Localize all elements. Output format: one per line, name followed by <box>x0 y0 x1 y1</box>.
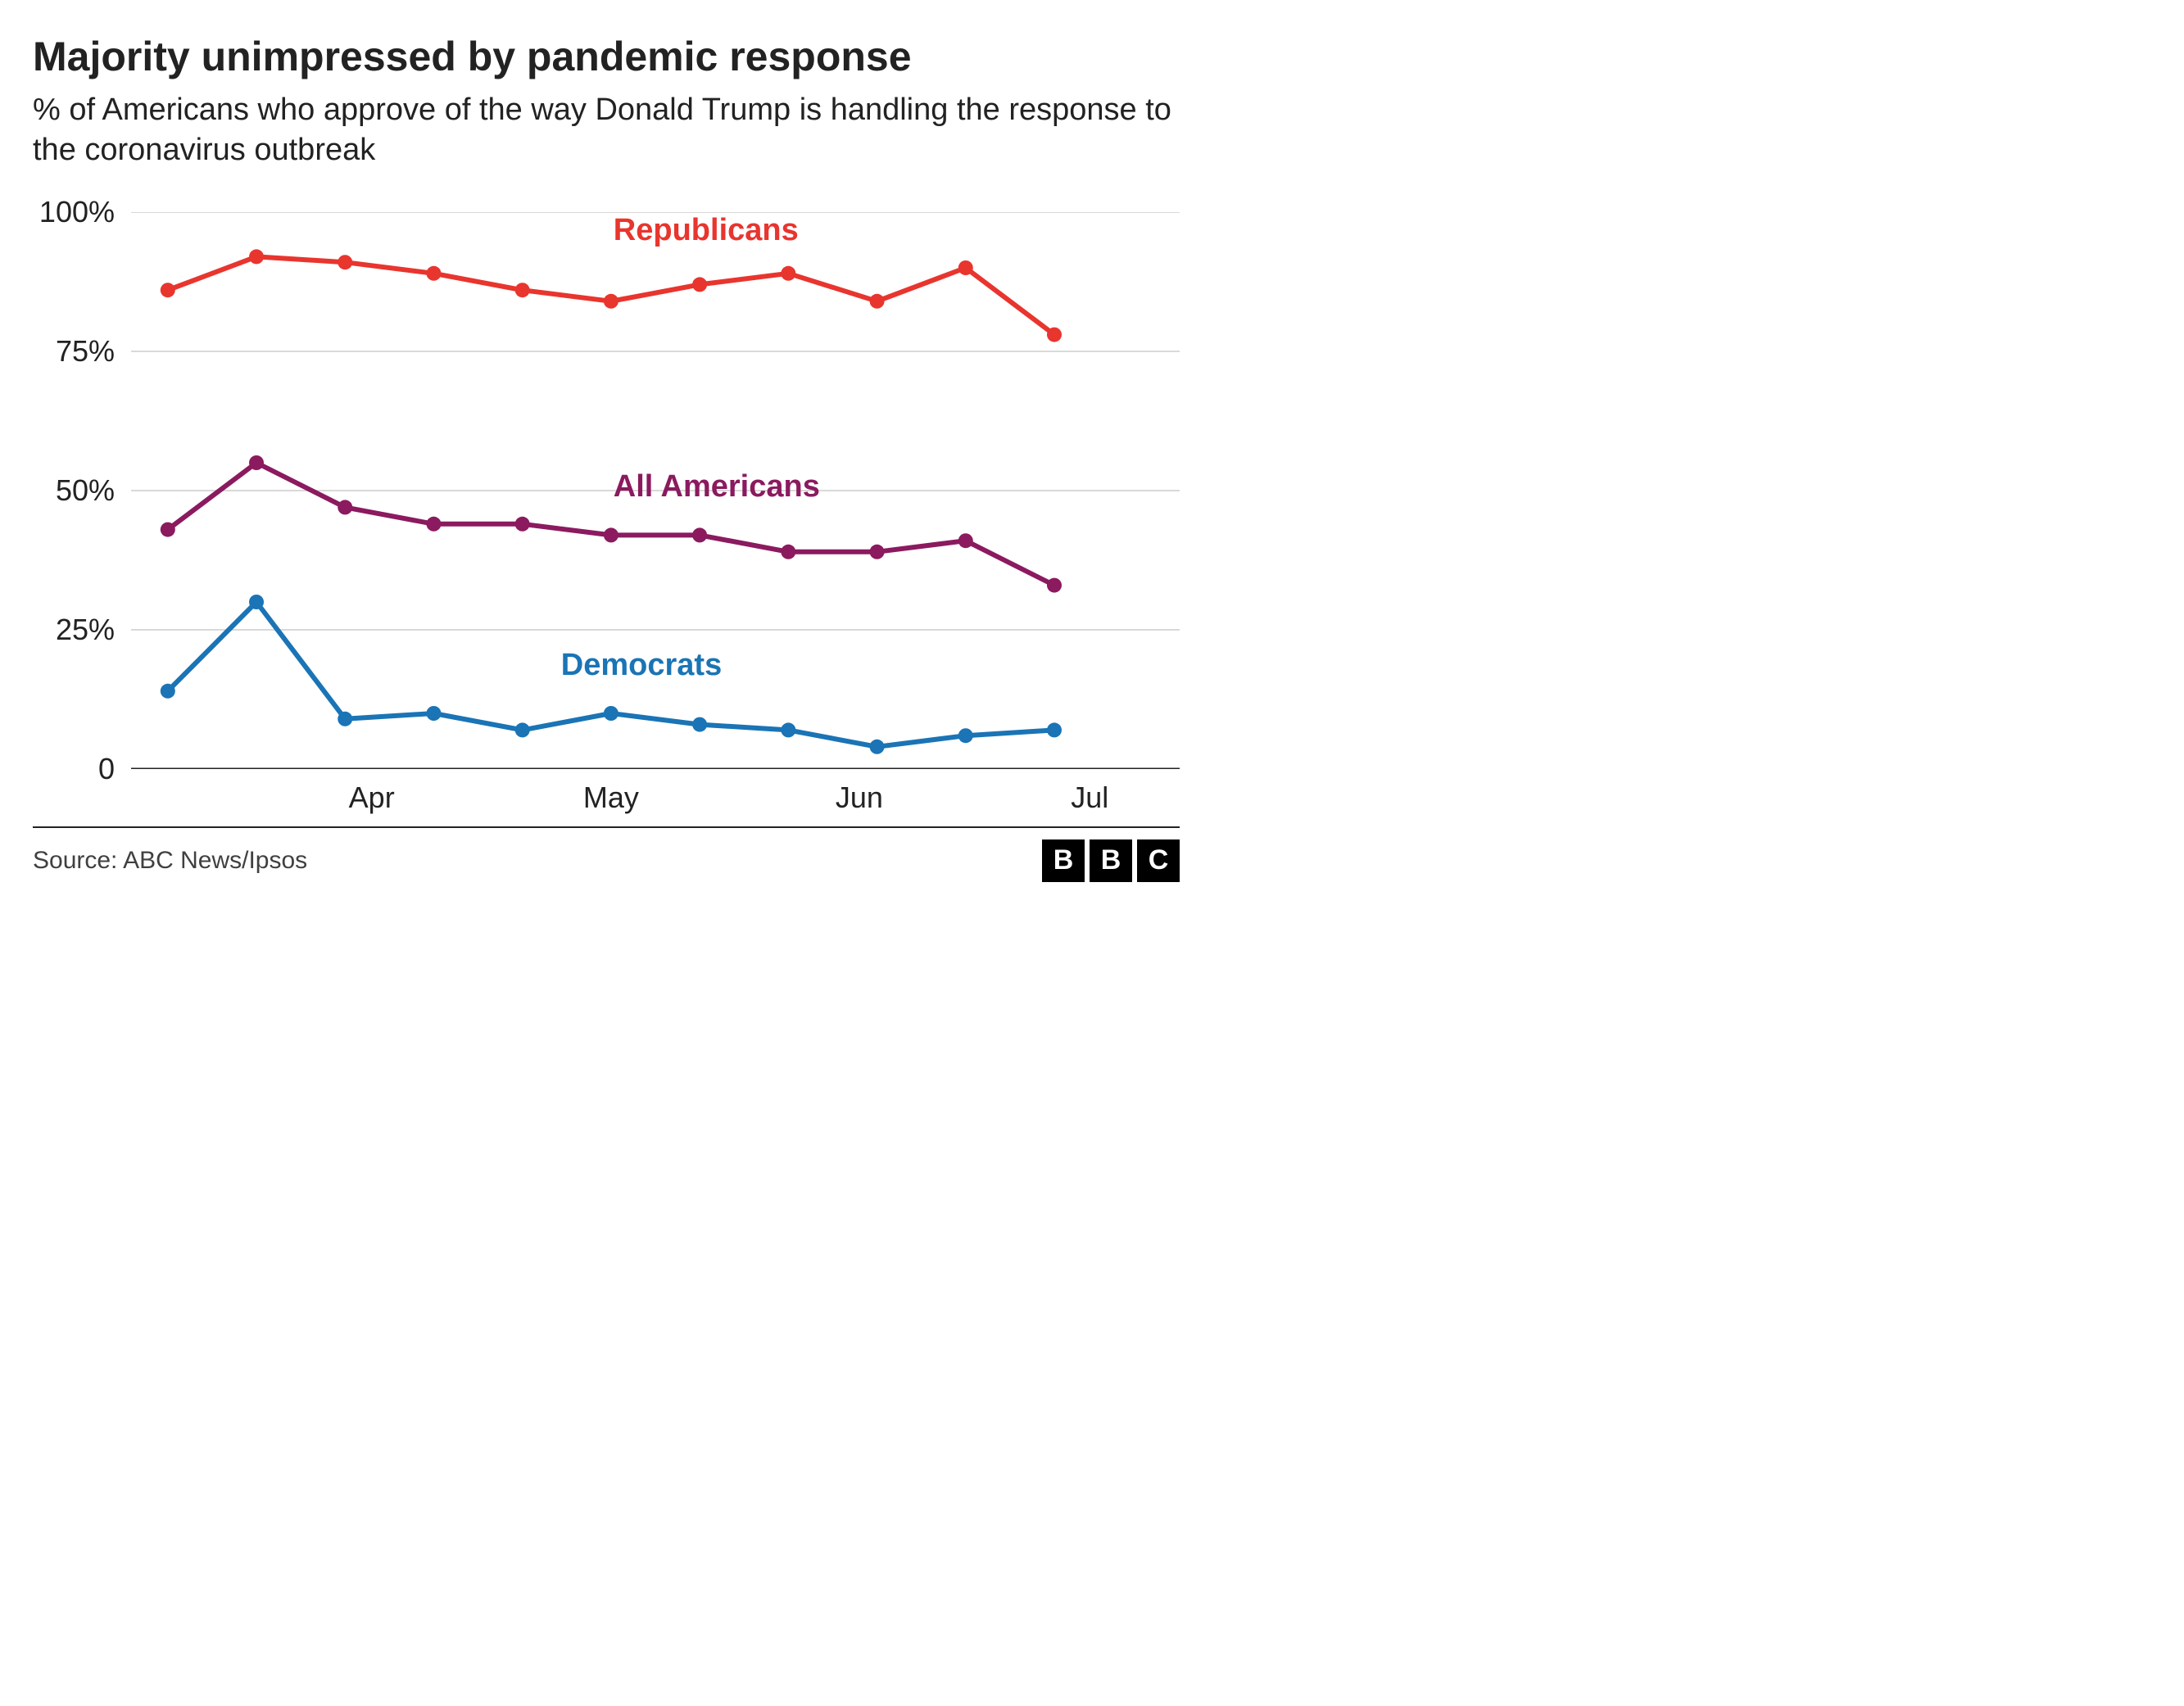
source-text: Source: ABC News/Ipsos <box>33 847 307 875</box>
series-label: Republicans <box>614 213 799 248</box>
x-tick-label: Jun <box>836 781 883 815</box>
bbc-block: C <box>1137 839 1180 882</box>
y-tick-label: 0 <box>98 752 115 786</box>
y-tick-label: 100% <box>39 195 115 229</box>
y-axis-labels: 025%50%75%100% <box>33 212 115 769</box>
plot-area: 025%50%75%100% RepublicansAll AmericansD… <box>33 212 1180 769</box>
chart-title: Majority unimpressed by pandemic respons… <box>33 33 1180 80</box>
x-axis-labels: Apr May Jun Jul <box>131 769 1180 818</box>
x-tick-label: Apr <box>349 781 395 815</box>
chart-container: Majority unimpressed by pandemic respons… <box>0 0 1212 898</box>
x-tick-label: Jul <box>1071 781 1108 815</box>
y-tick-label: 50% <box>56 473 115 508</box>
series-label: Democrats <box>561 648 722 683</box>
chart-subtitle: % of Americans who approve of the way Do… <box>33 90 1180 171</box>
y-tick-label: 75% <box>56 334 115 369</box>
chart-footer: Source: ABC News/Ipsos BBC <box>33 826 1180 882</box>
x-tick-label: May <box>583 781 639 815</box>
y-tick-label: 25% <box>56 613 115 647</box>
bbc-block: B <box>1042 839 1085 882</box>
bbc-block: B <box>1090 839 1132 882</box>
series-label: All Americans <box>614 469 820 505</box>
bbc-logo: BBC <box>1042 839 1180 882</box>
